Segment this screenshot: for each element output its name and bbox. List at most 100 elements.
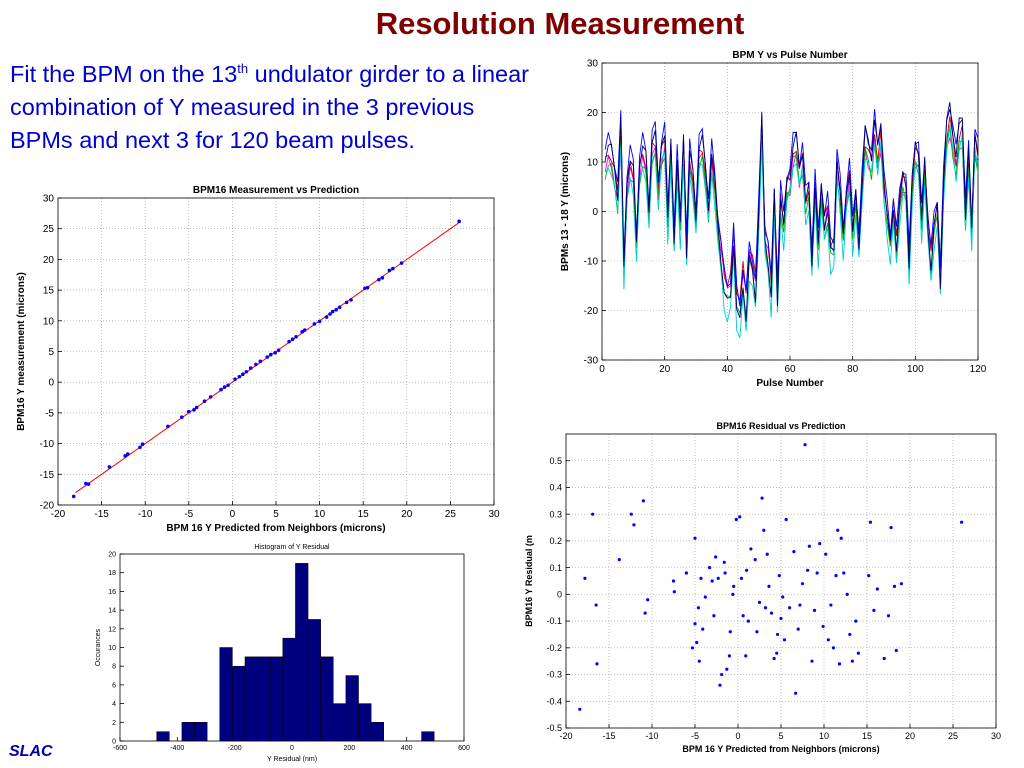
data-point: [208, 395, 213, 399]
x-tick-label: 0: [599, 364, 605, 375]
data-point: [960, 520, 964, 524]
x-axis-label: BPM 16 Y Predicted from Neighbors (micro…: [166, 523, 385, 534]
data-point: [899, 582, 903, 586]
data-point: [690, 646, 695, 650]
data-point: [300, 330, 304, 334]
data-point: [290, 337, 295, 342]
residual-vs-prediction-chart: -20 -15 -10 -5 0 5 10 15 20 25 30 -0.5 -0.4 -0.3 -0.2 -…: [524, 421, 1001, 754]
data-point: [324, 315, 329, 319]
data-point: [894, 648, 898, 653]
data-point: [803, 443, 807, 447]
data-point: [330, 309, 335, 314]
x-tick-label: -20: [559, 731, 572, 741]
data-point: [334, 307, 338, 312]
data-point: [695, 640, 699, 645]
data-point: [219, 387, 223, 392]
x-tick-label: 5: [778, 731, 783, 741]
data-point: [140, 442, 145, 447]
chart-title: BPM Y vs Pulse Number: [732, 50, 847, 61]
y-tick-label: -10: [40, 439, 55, 450]
histogram-bar: [370, 722, 384, 742]
histogram-bar: [219, 647, 233, 742]
histogram-bar: [333, 703, 347, 742]
x-tick-label: 0: [230, 509, 236, 520]
y-tick-label: 0.3: [549, 509, 562, 519]
data-point: [829, 603, 833, 607]
x-tick-label: -400: [170, 745, 184, 752]
data-point: [850, 659, 854, 663]
y-tick-label: 0.1: [549, 563, 562, 573]
x-tick-label: -15: [602, 731, 615, 741]
data-point: [744, 654, 748, 658]
y-tick-label: 12: [108, 626, 116, 633]
data-point: [629, 512, 633, 516]
y-tick-label: 0.5: [549, 456, 562, 466]
data-point: [767, 584, 771, 588]
data-point: [222, 385, 227, 389]
slide-body-text: Fit the BPM on the 13th undulator girder…: [10, 58, 535, 157]
data-point: [138, 445, 142, 450]
data-point: [708, 566, 712, 570]
y-tick-label: 20: [587, 108, 599, 119]
data-point: [784, 517, 788, 522]
data-point: [769, 611, 774, 615]
y-tick-label: 0: [557, 590, 562, 600]
data-point: [632, 523, 636, 527]
y-tick-label: 4: [112, 701, 116, 708]
data-point: [848, 632, 852, 637]
x-tick-label: 400: [401, 745, 413, 752]
histogram-bar: [295, 563, 309, 742]
histogram-bar: [244, 656, 258, 742]
data-point: [723, 571, 727, 575]
data-point: [595, 662, 599, 666]
slac-logo: SLAC: [9, 743, 53, 760]
data-point: [241, 372, 245, 377]
y-tick-label: -0.4: [546, 696, 562, 706]
y-tick-label: 5: [48, 347, 54, 358]
data-point: [317, 319, 322, 324]
data-point: [684, 571, 688, 575]
measurement-vs-prediction-chart: -20 -15 -10 -5 0 5 10 15 20 25 30 -20 -15 -10 -5 0 5 10 15…: [16, 185, 500, 534]
data-point: [125, 452, 130, 456]
y-tick-label: 10: [587, 158, 599, 169]
data-point: [123, 454, 127, 458]
data-point: [578, 707, 582, 711]
x-tick-label: 0: [290, 745, 294, 752]
data-point: [365, 285, 370, 290]
histogram-bar: [421, 731, 435, 742]
x-tick-label: 15: [862, 731, 872, 741]
histogram-bar: [194, 722, 208, 742]
y-axis-label: BPMs 13 - 18 Y (microns): [560, 152, 571, 271]
x-tick-label: -200: [228, 745, 242, 752]
data-point: [273, 350, 277, 355]
histogram-bar: [181, 722, 195, 742]
data-point: [377, 277, 381, 282]
y-axis-label: BPM16 Y measurement (microns): [16, 272, 27, 431]
x-axis-label: Pulse Number: [756, 378, 823, 389]
data-point: [892, 584, 897, 588]
data-point: [643, 611, 647, 615]
data-point: [591, 512, 595, 516]
y-tick-label: -0.3: [546, 670, 562, 680]
histogram-bar: [320, 656, 334, 742]
data-point: [344, 300, 349, 305]
data-point: [806, 568, 810, 572]
x-tick-label: 20: [905, 731, 915, 741]
data-point: [337, 305, 342, 310]
data-point: [693, 536, 697, 540]
x-tick-label: -5: [184, 509, 193, 520]
data-point: [889, 525, 893, 530]
data-point: [646, 598, 650, 602]
data-point: [594, 603, 598, 607]
y-tick-label: -20: [584, 306, 599, 317]
data-point: [248, 366, 253, 370]
data-point: [812, 608, 817, 612]
y-tick-label: -10: [584, 257, 599, 268]
data-point: [617, 558, 621, 562]
data-point: [818, 541, 822, 546]
chart-title: Histogram of Y Residual: [254, 544, 330, 551]
x-tick-label: -600: [113, 745, 127, 752]
data-point: [237, 374, 242, 379]
data-point: [399, 261, 404, 265]
data-point: [716, 576, 720, 580]
